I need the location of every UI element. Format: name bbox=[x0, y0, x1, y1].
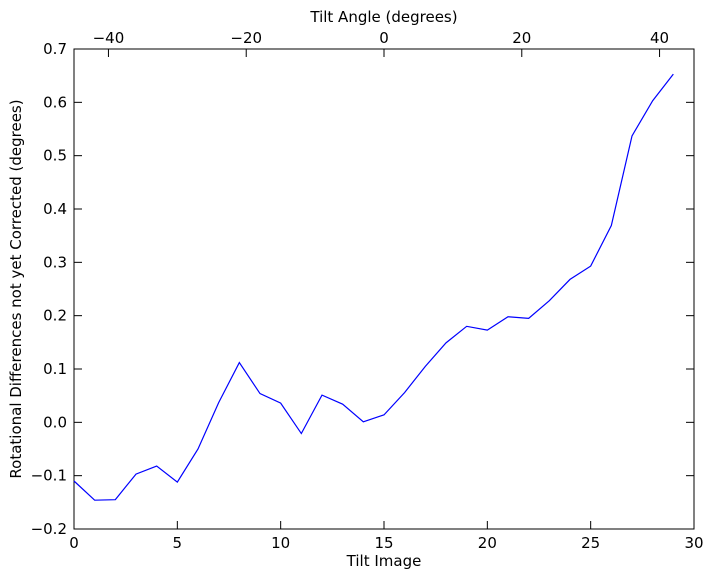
y-tick-label: 0.0 bbox=[43, 413, 67, 431]
y-tick-label: 0.7 bbox=[43, 40, 67, 58]
x-tick-label: 15 bbox=[374, 534, 393, 552]
top-x-tick-label: 20 bbox=[512, 29, 531, 47]
y-tick-label: 0.4 bbox=[43, 200, 67, 218]
ticks-layer bbox=[73, 48, 695, 530]
y-tick-label: 0.6 bbox=[43, 93, 67, 111]
y-axis-title: Rotational Differences not yet Corrected… bbox=[7, 99, 25, 478]
top-x-axis-title: Tilt Angle (degrees) bbox=[309, 8, 457, 26]
series-line bbox=[73, 73, 674, 501]
y-tick-label: 0.5 bbox=[43, 147, 67, 165]
x-tick-label: 0 bbox=[69, 534, 79, 552]
y-tick-label: 0.1 bbox=[43, 360, 67, 378]
y-tick-label: 0.3 bbox=[43, 253, 67, 271]
plot-area bbox=[73, 48, 695, 530]
x-tick-label: 25 bbox=[581, 534, 600, 552]
x-tick-label: 10 bbox=[271, 534, 290, 552]
y-tick-label: −0.1 bbox=[31, 467, 67, 485]
top-x-tick-label: 40 bbox=[650, 29, 669, 47]
top-x-tick-label: −20 bbox=[230, 29, 262, 47]
x-tick-label: 20 bbox=[478, 534, 497, 552]
top-x-tick-label: −40 bbox=[93, 29, 125, 47]
x-tick-label: 5 bbox=[173, 534, 183, 552]
series-layer bbox=[73, 73, 674, 501]
x-tick-label: 30 bbox=[684, 534, 703, 552]
x-axis-title: Tilt Image bbox=[346, 552, 422, 570]
tick-labels-layer: 0 5 10 15 20 25 30 −40 −20 0 20 40 −0.2 −0.1 0.0 0.1 0.2… bbox=[31, 29, 704, 552]
y-tick-label: −0.2 bbox=[31, 520, 67, 538]
top-x-tick-label: 0 bbox=[379, 29, 389, 47]
y-tick-label: 0.2 bbox=[43, 307, 67, 325]
